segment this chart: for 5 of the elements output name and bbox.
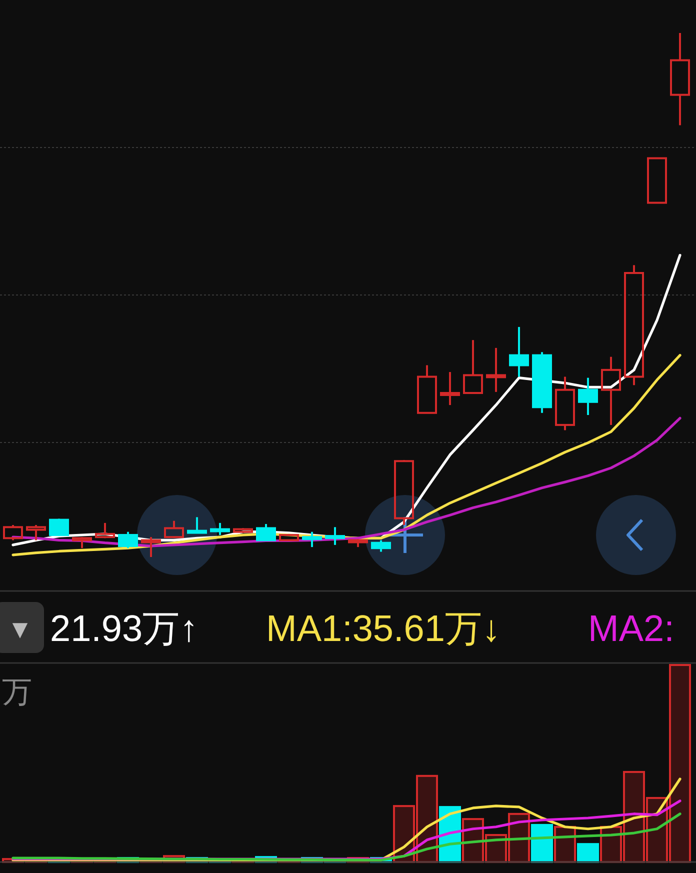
annotation: ▼: [7, 614, 33, 644]
annotation: MA1:35.61万↓: [266, 608, 500, 649]
annotation: MA2:: [588, 608, 674, 649]
annotation: 万: [2, 676, 32, 709]
annotation: 21.93万↑: [50, 608, 198, 649]
